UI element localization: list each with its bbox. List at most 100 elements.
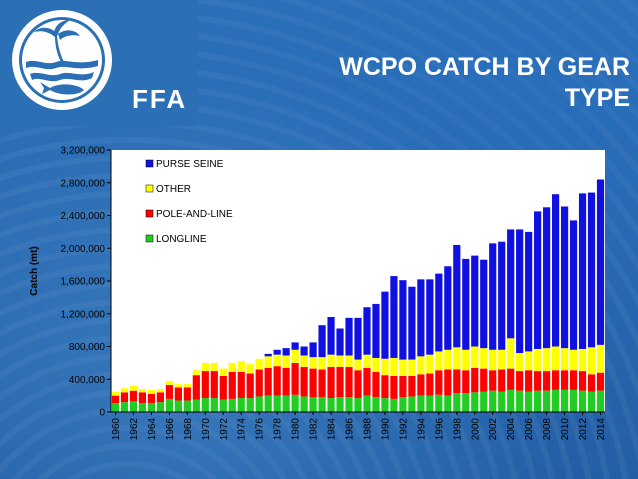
bar-pole-and-line-1998 [453,369,461,394]
bar-pole-and-line-1992 [399,375,407,398]
y-tick-label: 1,200,000 [61,309,106,320]
bar-other-1992 [399,359,407,376]
bar-longline-2011 [569,389,578,412]
bar-other-1980 [291,349,299,363]
bar-pole-and-line-1993 [408,375,416,397]
bar-other-2013 [587,347,596,375]
bar-pole-and-line-1985 [336,366,344,398]
bar-longline-2004 [507,389,515,412]
bar-other-1979 [282,355,290,368]
bars [111,179,605,413]
bar-pole-and-line-1986 [345,366,353,398]
bar-pole-and-line-2009 [552,370,560,390]
bar-pole-and-line-1982 [309,368,317,398]
bar-purse-seine-1983 [318,325,326,358]
bar-other-1961 [120,388,129,393]
bar-other-1972 [219,368,227,376]
bar-other-1986 [345,355,353,367]
bar-longline-1971 [210,398,218,412]
bar-purse-seine-1994 [417,279,425,357]
bar-longline-1995 [426,395,434,413]
bar-pole-and-line-2010 [560,370,569,390]
bar-pole-and-line-1968 [183,387,191,401]
bar-other-1985 [336,355,344,367]
bar-purse-seine-1977 [264,353,272,357]
page-title-line-1: WCPO CATCH BY GEAR [339,53,630,81]
bar-other-1965 [156,389,164,393]
bar-purse-seine-2009 [552,194,560,347]
bar-other-1962 [129,385,138,391]
x-tick-label: 1980 [291,418,302,441]
x-tick-label: 1968 [183,418,194,441]
bar-pole-and-line-2005 [516,371,524,391]
page-title: WCPO CATCH BY GEAR TYPE [272,52,630,114]
bar-pole-and-line-1962 [129,390,138,402]
bar-pole-and-line-1995 [426,373,434,396]
bar-other-2006 [525,351,533,371]
bar-pole-and-line-1964 [147,393,156,403]
bar-longline-1974 [237,398,245,412]
bar-longline-2000 [471,392,479,412]
bar-longline-1993 [408,396,416,412]
bar-other-1998 [453,347,461,370]
bar-other-1975 [246,363,254,374]
bar-other-1999 [462,349,470,371]
bar-longline-1967 [174,400,182,412]
bar-longline-1969 [192,399,200,412]
bar-pole-and-line-1967 [174,387,182,401]
x-tick-label: 1998 [452,418,463,441]
bar-pole-and-line-1963 [138,392,147,403]
bar-longline-1992 [399,397,407,412]
bar-purse-seine-2006 [525,231,533,352]
x-tick-label: 1978 [273,418,284,441]
bar-longline-1985 [336,397,344,412]
bar-purse-seine-1981 [300,346,308,356]
bar-purse-seine-1993 [408,286,416,360]
bar-other-1984 [327,354,335,367]
bar-other-2007 [534,348,542,372]
bar-purse-seine-1986 [345,317,353,356]
bar-other-1989 [372,357,380,372]
bar-longline-2003 [498,391,506,412]
bar-longline-1982 [309,397,317,412]
bar-purse-seine-1984 [327,317,335,355]
bar-purse-seine-1979 [282,348,290,356]
bar-other-2014 [596,344,605,373]
bar-other-1971 [210,362,218,372]
x-tick-label: 2002 [488,418,499,441]
bar-longline-1991 [390,398,398,412]
bar-purse-seine-1998 [453,244,461,348]
bar-other-1983 [318,357,326,370]
x-tick-label: 2000 [470,418,481,441]
bar-pole-and-line-2006 [525,370,533,392]
bar-longline-1976 [255,396,263,412]
bar-purse-seine-2005 [516,229,524,354]
bar-other-1973 [228,362,236,372]
x-tick-label: 1986 [345,418,356,441]
bar-other-1963 [138,389,147,393]
bar-pole-and-line-1966 [165,384,173,399]
legend-label: PURSE SEINE [156,159,224,170]
x-tick-label: 1966 [165,418,176,441]
bar-other-1976 [255,358,263,370]
bar-other-2012 [578,348,587,372]
bar-other-1960 [111,391,120,396]
x-tick-label: 1960 [111,418,122,441]
bar-pole-and-line-2008 [543,371,551,391]
bar-purse-seine-2014 [596,179,605,345]
bar-longline-2005 [516,390,524,412]
bar-longline-1972 [219,399,227,412]
x-tick-label: 1974 [237,418,248,441]
bar-pole-and-line-1981 [300,366,308,397]
bar-longline-1975 [246,398,254,412]
bar-purse-seine-1990 [381,291,389,359]
y-tick-label: 2,800,000 [61,178,106,189]
bar-pole-and-line-1973 [228,371,236,399]
bar-pole-and-line-1996 [435,370,443,395]
bar-pole-and-line-1979 [282,367,290,396]
bar-longline-1964 [147,402,156,412]
bar-longline-1960 [111,402,120,412]
bar-longline-2009 [552,389,560,412]
bar-longline-1979 [282,395,290,413]
bar-other-2001 [480,348,488,369]
